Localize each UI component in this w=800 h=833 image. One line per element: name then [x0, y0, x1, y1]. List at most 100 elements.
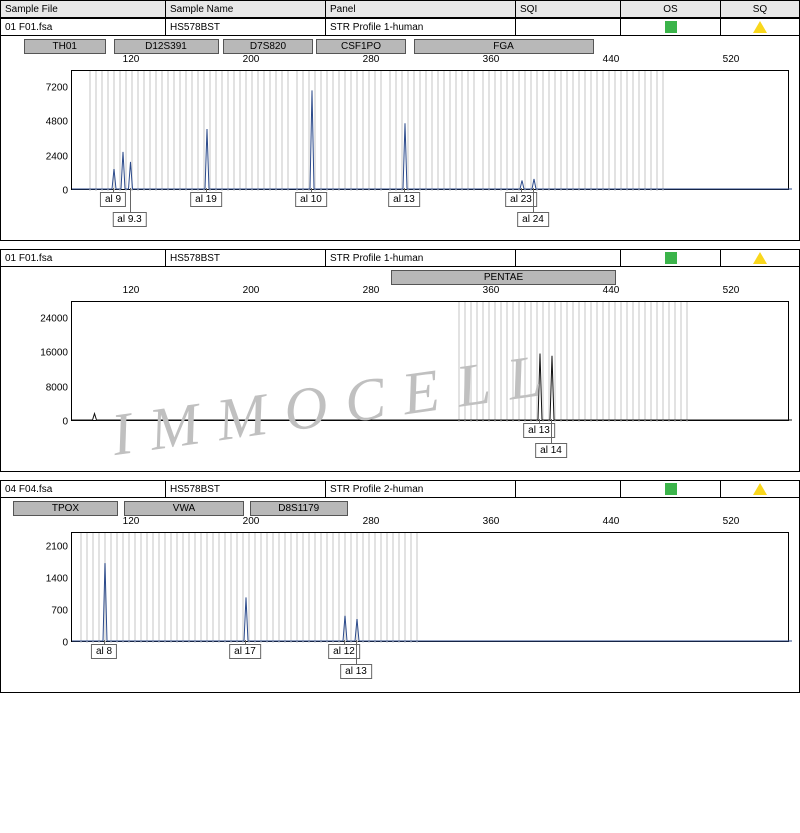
electropherogram-svg	[72, 71, 792, 191]
sq-indicator-icon	[721, 19, 799, 35]
os-indicator-icon	[621, 19, 721, 35]
allele-connector	[344, 640, 345, 644]
sample-sqi	[516, 19, 621, 35]
hdr-panel: Panel	[326, 1, 516, 17]
loci-row: PENTAE	[1, 267, 799, 285]
allele-connector	[245, 640, 246, 644]
x-axis: 120200280360440520	[71, 54, 789, 70]
allele-label: al 19	[190, 192, 222, 207]
allele-label: al 24	[517, 212, 549, 227]
y-tick-label: 24000	[40, 314, 68, 325]
plot-area: 080001600024000	[71, 301, 789, 421]
hdr-sq: SQ	[721, 1, 799, 17]
trace-line	[72, 563, 792, 641]
allele-label: al 17	[229, 644, 261, 659]
sample-file: 04 F04.fsa	[1, 481, 166, 497]
x-tick-label: 360	[483, 285, 500, 296]
allele-label: al 10	[295, 192, 327, 207]
locus-label: TPOX	[13, 501, 118, 516]
sq-indicator-icon	[721, 481, 799, 497]
locus-label: PENTAE	[391, 270, 616, 285]
sample-sqi	[516, 481, 621, 497]
sq-indicator-icon	[721, 250, 799, 266]
loci-row: TH01 D12S391 D7S820CSF1PO FGA	[1, 36, 799, 54]
allele-connector	[206, 188, 207, 192]
y-tick-label: 2100	[46, 541, 68, 552]
allele-label: al 8	[91, 644, 117, 659]
x-tick-label: 120	[123, 285, 140, 296]
x-tick-label: 440	[603, 285, 620, 296]
allele-connector	[130, 188, 131, 212]
allele-row: al 13al 14	[71, 421, 789, 471]
allele-connector	[533, 188, 534, 212]
x-tick-label: 360	[483, 516, 500, 527]
sample-name: HS578BST	[166, 481, 326, 497]
x-tick-label: 440	[603, 516, 620, 527]
electropherogram-panel: TPOXVWAD8S117912020028036044052007001400…	[0, 498, 800, 693]
locus-label: FGA	[414, 39, 594, 54]
hdr-sqi: SQI	[516, 1, 621, 17]
trace-line	[72, 354, 792, 420]
electropherogram-panel: PENTAE120200280360440520080001600024000a…	[0, 267, 800, 472]
electropherogram-svg	[72, 533, 792, 643]
x-tick-label: 440	[603, 54, 620, 65]
allele-connector	[539, 419, 540, 423]
sample-file: 01 F01.fsa	[1, 250, 166, 266]
allele-connector	[311, 188, 312, 192]
allele-connector	[104, 640, 105, 644]
allele-row: al 8al 17al 12al 13	[71, 642, 789, 692]
locus-label: D8S1179	[250, 501, 348, 516]
allele-connector	[356, 640, 357, 664]
locus-label: CSF1PO	[316, 39, 406, 54]
electropherogram-svg	[72, 302, 792, 422]
hdr-name: Sample Name	[166, 1, 326, 17]
x-axis: 120 200 280 360 440 520	[71, 516, 789, 532]
locus-label: D12S391	[114, 39, 219, 54]
x-tick-label: 520	[723, 516, 740, 527]
allele-connector	[113, 188, 114, 192]
y-tick-label: 0	[62, 417, 68, 428]
y-tick-label: 2400	[46, 151, 68, 162]
x-tick-label: 200	[243, 285, 260, 296]
sample-panel: STR Profile 1-human	[326, 19, 516, 35]
locus-label: VWA	[124, 501, 244, 516]
locus-label: D7S820	[223, 39, 313, 54]
allele-connector	[404, 188, 405, 192]
sample-info-row: 04 F04.fsa HS578BST STR Profile 2-human	[0, 480, 800, 498]
allele-label: al 9	[100, 192, 126, 207]
y-tick-label: 700	[51, 605, 68, 616]
x-tick-label: 280	[363, 516, 380, 527]
x-axis: 120 200 280 360 440 520	[71, 285, 789, 301]
allele-label: al 14	[535, 443, 567, 458]
hdr-file: Sample File	[1, 1, 166, 17]
os-indicator-icon	[621, 481, 721, 497]
sample-name: HS578BST	[166, 250, 326, 266]
electropherogram-panel: TH01D12S391D7S820CSF1POFGA12020028036044…	[0, 36, 800, 241]
x-tick-label: 200	[243, 54, 260, 65]
x-tick-label: 120	[123, 516, 140, 527]
y-tick-label: 16000	[40, 348, 68, 359]
sample-name: HS578BST	[166, 19, 326, 35]
locus-label: TH01	[24, 39, 107, 54]
y-axis: 080001600024000	[32, 302, 70, 420]
sample-panel: STR Profile 1-human	[326, 250, 516, 266]
sample-panel: STR Profile 2-human	[326, 481, 516, 497]
sample-file: 01 F01.fsa	[1, 19, 166, 35]
x-tick-label: 520	[723, 285, 740, 296]
plot-area: 0240048007200	[71, 70, 789, 190]
x-tick-label: 520	[723, 54, 740, 65]
sample-info-row: 01 F01.fsa HS578BST STR Profile 1-human	[0, 249, 800, 267]
y-tick-label: 0	[62, 638, 68, 649]
x-tick-label: 280	[363, 285, 380, 296]
x-tick-label: 200	[243, 516, 260, 527]
y-tick-label: 1400	[46, 573, 68, 584]
allele-row: al 9al 9.3al 19al 10al 13al 23al 24	[71, 190, 789, 240]
allele-label: al 13	[340, 664, 372, 679]
y-tick-label: 8000	[46, 382, 68, 393]
plot-area: 070014002100	[71, 532, 789, 642]
hdr-os: OS	[621, 1, 721, 17]
x-tick-label: 120	[123, 54, 140, 65]
allele-label: al 13	[388, 192, 420, 207]
allele-connector	[551, 419, 552, 443]
y-tick-label: 7200	[46, 83, 68, 94]
